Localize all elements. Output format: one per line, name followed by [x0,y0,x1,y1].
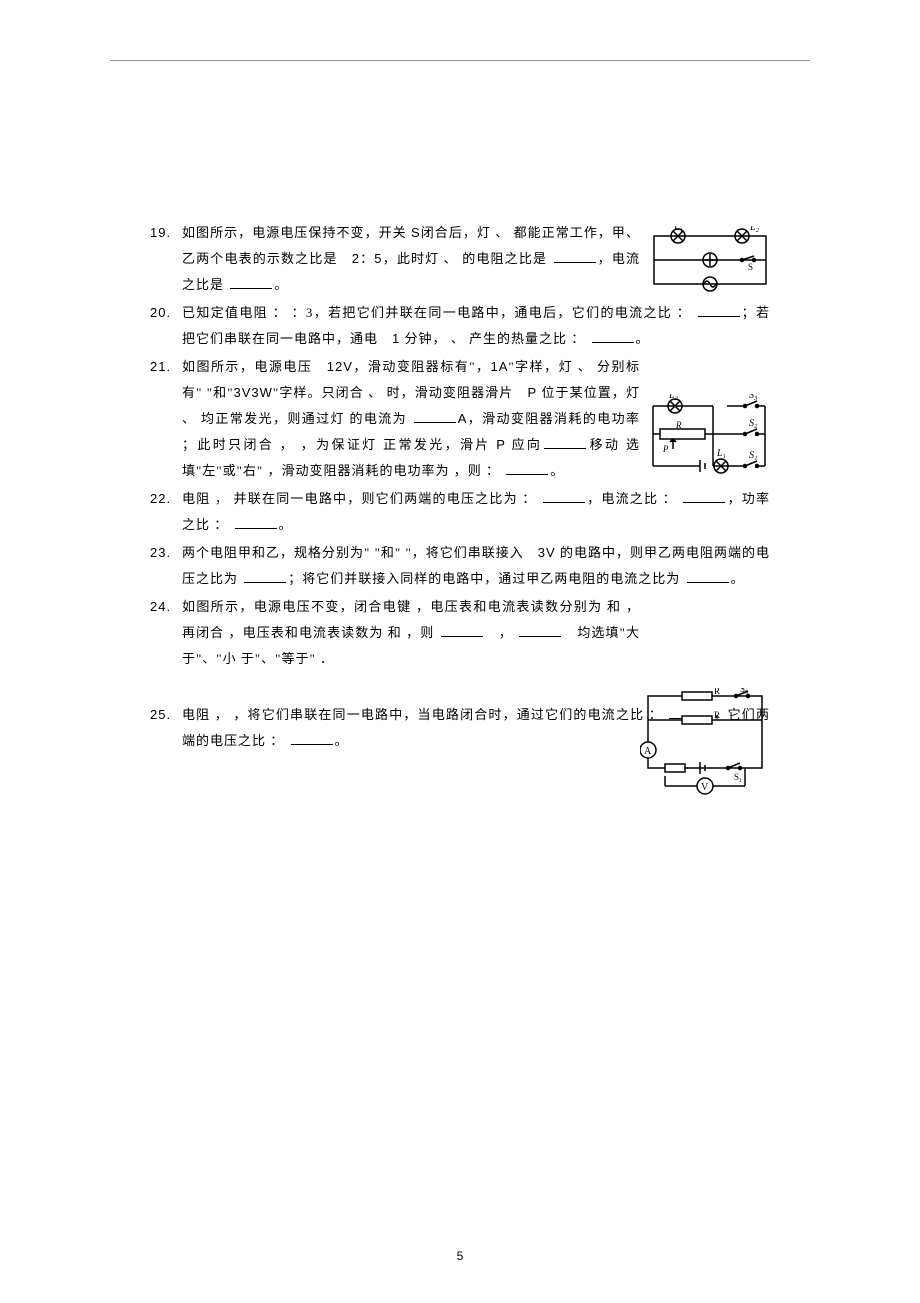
blank [698,304,740,317]
blank [230,276,272,289]
blank [554,250,596,263]
svg-text:R: R [714,688,720,696]
blank [519,624,561,637]
question-23: 23. 两个电阻甲和乙，规格分别为" "和" "，将它们串联接入 3V 的电路中… [150,540,770,592]
question-text: 两个电阻甲和乙，规格分别为" "和" "，将它们串联接入 3V 的电路中，则甲乙… [182,540,770,592]
blank [543,490,585,503]
blank [414,410,456,423]
blank [544,436,586,449]
blank [244,570,286,583]
question-20: 20. 已知定值电阻 ： ：3，若把它们并联在同一电路中，通电后，它们的电流之比… [150,300,770,352]
figure-q24: R S₀ R A S₁ V [640,688,770,798]
svg-text:S₃: S₃ [749,394,758,401]
svg-text:A: A [644,746,652,757]
question-number: 20. [150,300,182,352]
question-number: 19. [150,220,182,298]
svg-text:P: P [662,444,669,454]
blank [687,570,729,583]
question-number: 21. [150,354,182,484]
svg-text:L₂: L₂ [668,394,679,401]
svg-text:S₁: S₁ [749,450,757,461]
question-number: 22. [150,486,182,538]
figure-q19: L₁ L₂ S [650,226,770,304]
blank [291,732,333,745]
svg-text:V: V [701,782,709,793]
question-number: 25. [150,702,182,754]
question-number: 24. [150,594,182,672]
svg-text:R: R [675,420,682,430]
svg-text:R: R [714,710,720,720]
svg-text:S₂: S₂ [749,418,758,429]
question-24: 24. 如图所示，电源电压不变，闭合电键 ，电压表和电流表读数分别为 和 ，再闭… [150,594,770,672]
svg-text:L₁: L₁ [673,226,683,233]
blank [506,462,548,475]
svg-text:S₁: S₁ [734,772,742,782]
page-number: 5 [0,1249,920,1263]
page: L₁ L₂ S L₂ S₃ R P S₂ L₁ [0,0,920,1303]
blank [592,330,634,343]
svg-text:S: S [748,262,753,272]
question-text: 如图所示，电源电压不变，闭合电键 ，电压表和电流表读数分别为 和 ，再闭合 ，电… [182,594,770,672]
svg-text:L₂: L₂ [749,226,760,233]
question-text: 已知定值电阻 ： ：3，若把它们并联在同一电路中，通电后，它们的电流之比 ： ；… [182,300,770,352]
svg-text:S₀: S₀ [740,688,748,694]
question-number: 23. [150,540,182,592]
blank [441,624,483,637]
figure-q21: L₂ S₃ R P S₂ L₁ S₁ [645,394,770,494]
header-rule [110,60,810,61]
svg-text:L₁: L₁ [716,448,726,459]
blank [235,516,277,529]
